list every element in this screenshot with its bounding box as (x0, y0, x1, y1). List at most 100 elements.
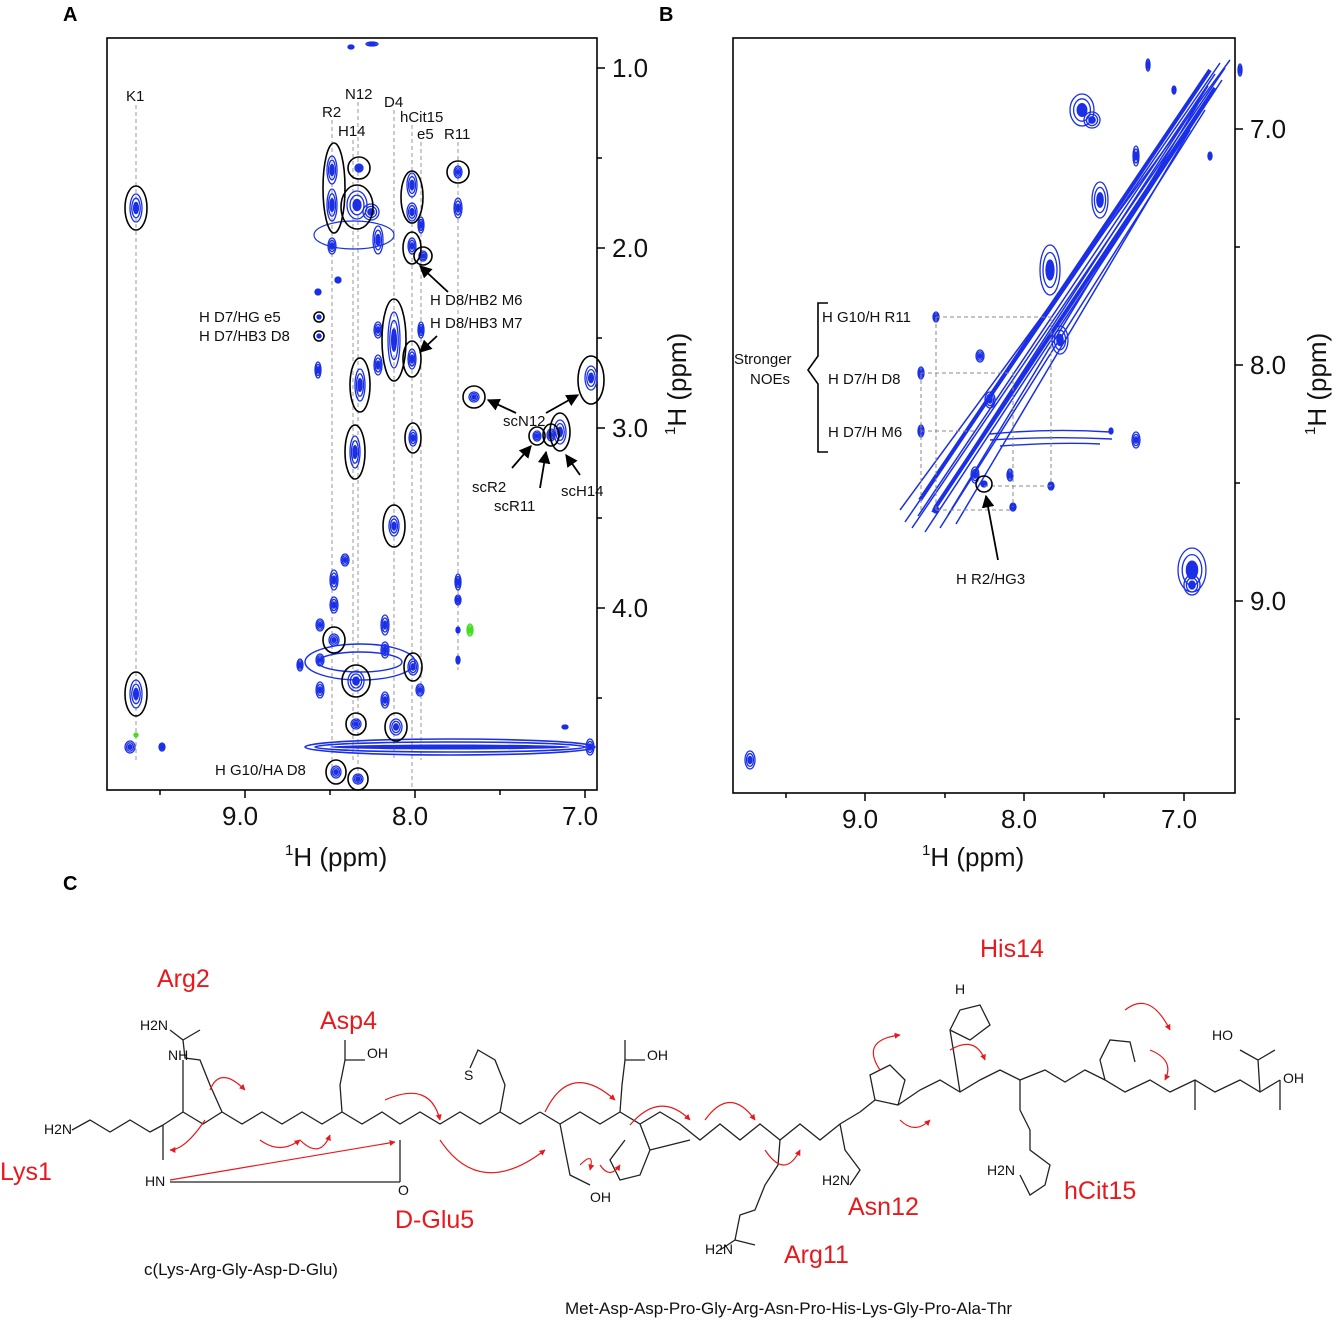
panel-a-frame (106, 37, 598, 791)
annotation-label: H G10/HA D8 (215, 762, 306, 779)
contour-peak (349, 194, 365, 216)
contour-peak (317, 334, 321, 338)
y-tick-label: 1.0 (612, 53, 648, 83)
contour-peak (744, 750, 756, 770)
noe-label: H D7/H M6 (828, 424, 902, 441)
column-label: R11 (444, 126, 470, 143)
annotation-label: scR11 (494, 498, 535, 515)
contour-peak (1045, 259, 1055, 281)
contour-peak (456, 578, 460, 586)
bracket-label-line2: NOEs (750, 371, 790, 388)
contour-peak (1238, 66, 1242, 74)
contour-peak (125, 742, 135, 752)
contour-peak (315, 289, 321, 295)
contour-peak (347, 670, 365, 692)
contour-peak (407, 348, 417, 370)
contour-peak (342, 556, 348, 564)
contour-peak (132, 201, 140, 215)
linear-sequence: Met-Asp-Asp-Pro-Gly-Arg-Asn-Pro-His-Lys-… (565, 1299, 1012, 1318)
contour-peak (317, 621, 323, 629)
contour-peak (415, 683, 425, 697)
contour-peak (469, 392, 479, 402)
contour-peak (409, 354, 415, 364)
contour-peak (351, 719, 361, 729)
contour-peak (416, 685, 424, 695)
contour-peak (316, 683, 324, 697)
atom-label: O (398, 1182, 409, 1198)
contour-peak (326, 188, 338, 222)
residue-label: Asp4 (320, 1007, 377, 1035)
contour-peak (420, 253, 426, 259)
contour-peak (1096, 192, 1104, 208)
contour-peak (456, 628, 460, 632)
contour-peak (349, 673, 363, 689)
contour-peak (410, 434, 416, 442)
contour-peak (315, 681, 325, 699)
column-label: hCit15 (400, 109, 443, 126)
contour-peak (353, 721, 359, 727)
panel-b-tick-marks (785, 128, 1243, 801)
contour-peak (454, 594, 462, 606)
y-tick-label: 3.0 (612, 413, 648, 443)
panel-b-diagonal (899, 59, 1231, 533)
contour-peak (1185, 577, 1199, 593)
contour-peak (330, 572, 338, 588)
contour-peak (316, 366, 320, 374)
contour-peak (586, 368, 596, 388)
contour-peak (1069, 93, 1095, 127)
x-axis-title: 1H (ppm) (285, 842, 387, 872)
contour-peak (454, 167, 462, 177)
atom-label: H2N (822, 1172, 850, 1188)
y-tick-label: 2.0 (612, 233, 648, 263)
contour-peak (587, 372, 595, 384)
cyclic-sequence: c(Lys-Arg-Gly-Asp-D-Glu) (144, 1260, 338, 1279)
contour-peak (316, 620, 324, 630)
atom-label: OH (590, 1189, 611, 1205)
contour-peak (333, 768, 339, 776)
contour-peak (1051, 325, 1069, 355)
contour-peak (349, 435, 361, 469)
contour-peak (314, 361, 322, 379)
contour-peak (382, 620, 388, 630)
contour-peak (381, 693, 389, 707)
contour-peak (976, 351, 984, 361)
contour-peak (316, 655, 324, 665)
panel-a: A (63, 4, 692, 872)
contour-peak (354, 368, 366, 402)
contour-peak (419, 221, 423, 229)
noe-label: H D7/H D8 (828, 371, 901, 388)
contour-peak (468, 391, 480, 403)
x-tick-label: 8.0 (392, 801, 428, 831)
contour-peak (466, 623, 474, 637)
contour-peak (1039, 244, 1061, 296)
contour-peak (316, 290, 320, 294)
contour-peak (159, 743, 165, 751)
contour-peak (380, 614, 390, 636)
column-label: N12 (345, 86, 373, 103)
contour-peak (331, 601, 337, 609)
panel-a-tick-marks (159, 67, 605, 798)
stronger-noes-bracket (807, 302, 828, 453)
contour-peak (129, 679, 143, 709)
contour-peak (1172, 87, 1176, 93)
contour-peak (391, 720, 401, 734)
contour-peak (372, 225, 384, 255)
contour-peak (315, 653, 325, 667)
contour-peak (1188, 580, 1196, 590)
contour-peak (314, 288, 322, 296)
contour-peak (1134, 151, 1138, 161)
contour-peak (1146, 61, 1150, 69)
contour-peak (124, 740, 136, 754)
contour-peak (454, 573, 462, 591)
residue-label: His14 (980, 935, 1044, 963)
contour-peak (356, 165, 362, 171)
contour-peak (534, 433, 540, 439)
contour-peak (972, 471, 978, 479)
contour-peak (1007, 470, 1013, 480)
contour-peak (380, 641, 390, 659)
x-tick-label: 9.0 (222, 801, 258, 831)
contour-peak (407, 175, 417, 195)
residue-label: Arg11 (784, 1241, 849, 1269)
column-label: e5 (417, 126, 434, 143)
contour-peak (380, 691, 390, 709)
